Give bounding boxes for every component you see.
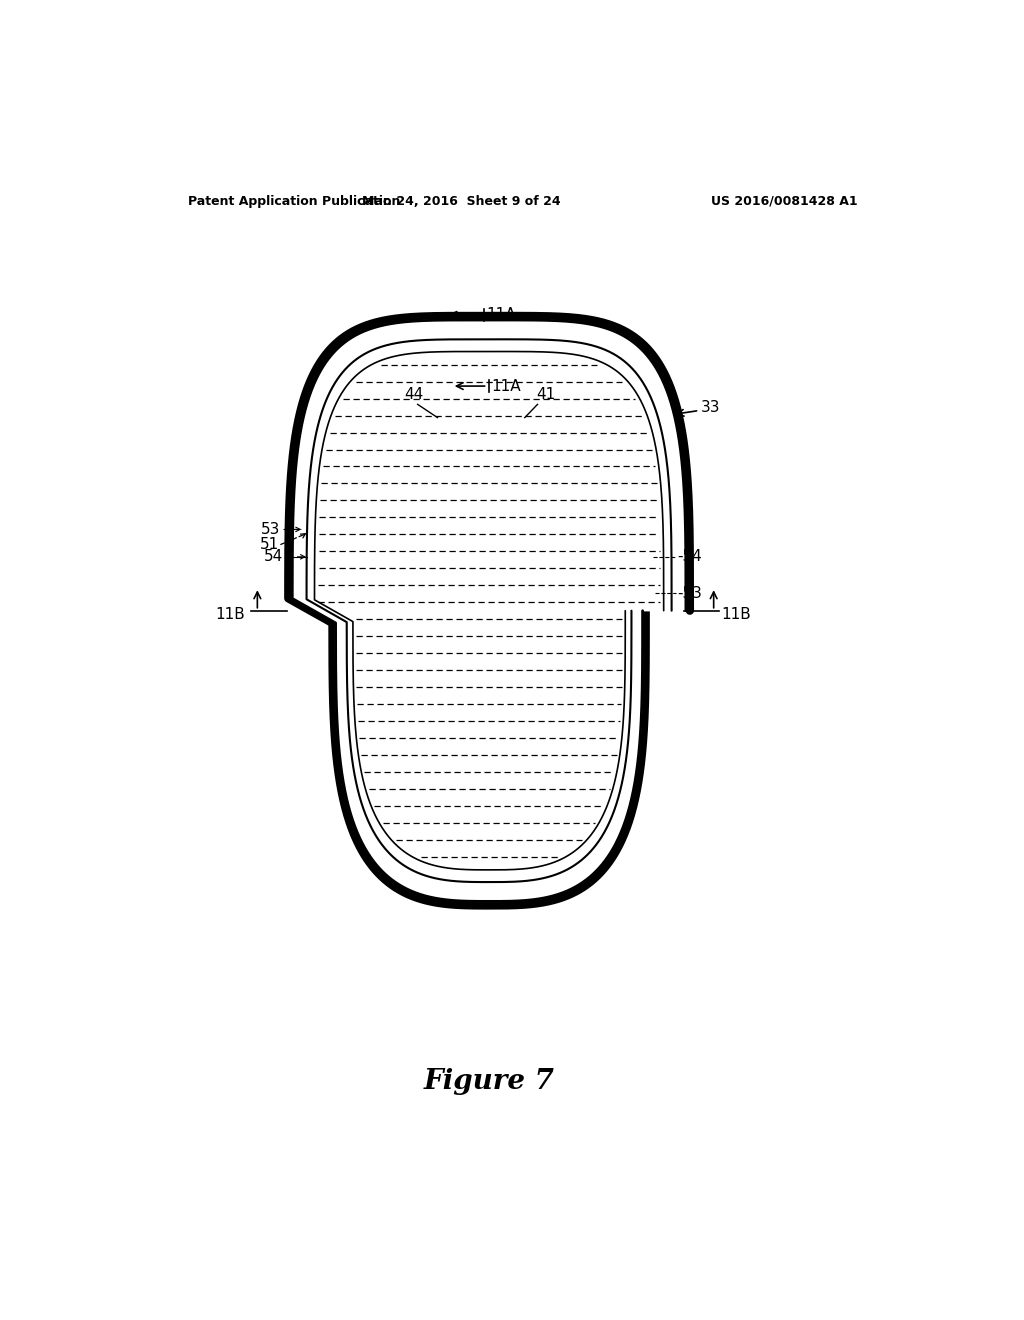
Text: Mar. 24, 2016  Sheet 9 of 24: Mar. 24, 2016 Sheet 9 of 24 [362,194,560,207]
Text: -54: -54 [677,549,701,565]
Polygon shape [292,319,686,902]
Text: 11A: 11A [486,308,516,322]
Text: Figure 7: Figure 7 [424,1068,555,1094]
Text: US 2016/0081428 A1: US 2016/0081428 A1 [712,194,858,207]
Text: 51: 51 [259,537,279,552]
Text: 33: 33 [701,400,721,414]
Text: 41: 41 [537,387,556,403]
Text: 54: 54 [263,549,283,565]
Text: -53: -53 [677,586,702,601]
Text: 44: 44 [404,387,423,403]
Text: 11B: 11B [216,607,246,622]
Text: 11B: 11B [722,607,752,622]
Text: Patent Application Publication: Patent Application Publication [187,194,400,207]
Text: 53: 53 [261,521,281,537]
Text: 11A: 11A [492,379,521,393]
